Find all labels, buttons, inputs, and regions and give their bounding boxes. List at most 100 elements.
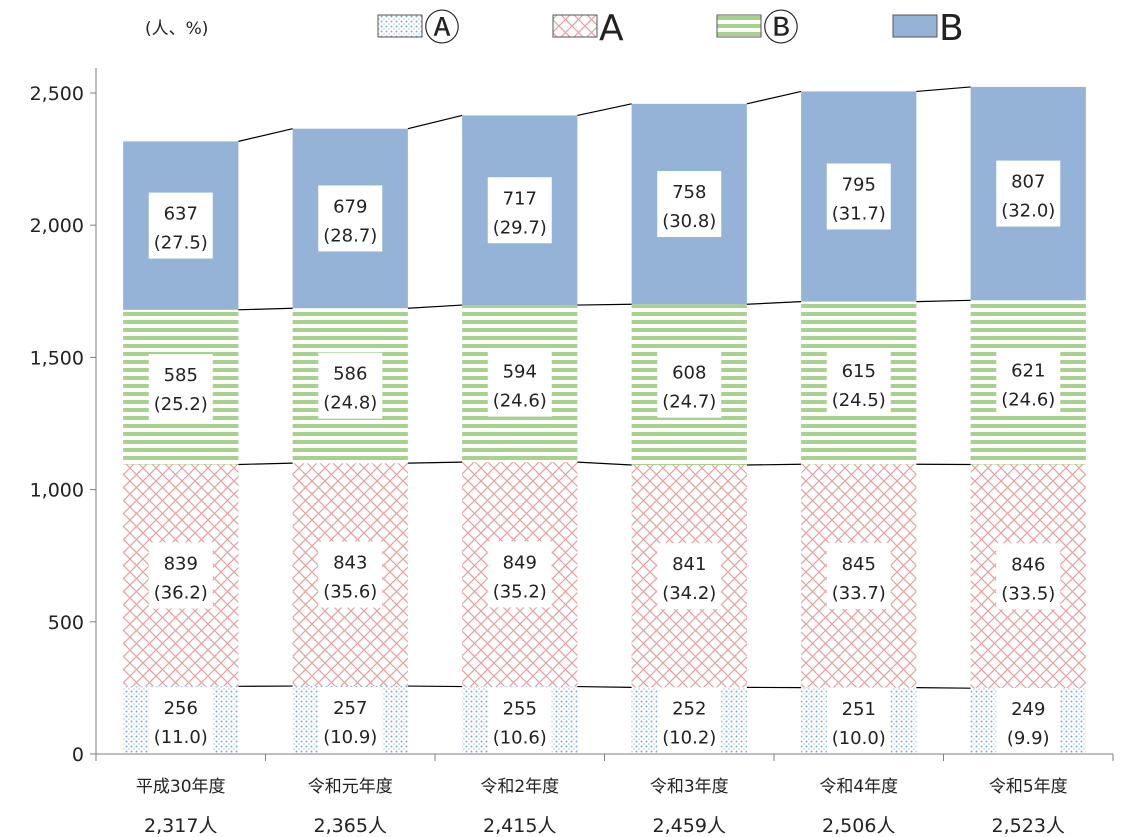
legend-swatch [892, 14, 938, 38]
data-label-box [657, 351, 722, 418]
x-category-label: 令和5年度 [989, 777, 1068, 797]
legend-label: Ⓐ [424, 8, 460, 49]
legend-swatch [552, 14, 598, 38]
data-label-box [996, 160, 1061, 227]
data-label-box [996, 543, 1061, 610]
connector-line [577, 461, 632, 466]
connector-line [577, 103, 632, 117]
data-label-share: (24.8) [323, 393, 377, 414]
legend-label: A [599, 8, 624, 49]
x-category-label: 令和元年度 [308, 777, 393, 797]
data-label-box [826, 163, 891, 230]
y-tick-label: 500 [48, 612, 84, 634]
data-label-share: (35.2) [493, 581, 547, 602]
connector-line [407, 685, 463, 688]
data-label-value: 252 [672, 699, 706, 720]
data-label-box [318, 541, 383, 608]
x-category-label: 令和3年度 [650, 777, 729, 797]
data-label-value: 608 [672, 363, 706, 384]
data-label-share: (33.5) [1001, 583, 1055, 604]
data-label-share: (27.5) [154, 233, 208, 254]
x-total-label: 2,523人 [992, 815, 1065, 837]
data-label-share: (35.6) [323, 582, 377, 603]
x-total-label: 2,459人 [653, 815, 726, 837]
data-label-share: (34.2) [662, 583, 716, 604]
legend-label: B [939, 8, 964, 49]
data-label-share: (11.0) [154, 727, 208, 748]
data-label-value: 586 [333, 364, 367, 385]
y-tick-label: 1,000 [30, 480, 84, 502]
connector-line [238, 307, 293, 311]
x-total-label: 2,317人 [144, 815, 217, 837]
data-label-box [996, 688, 1061, 755]
data-label-value: 807 [1011, 172, 1045, 193]
data-label-value: 795 [842, 175, 876, 196]
y-tick-label: 1,500 [30, 347, 84, 369]
connector-line [238, 128, 293, 142]
data-label-value: 679 [333, 196, 367, 217]
data-label-value: 846 [1011, 554, 1045, 575]
data-label-value: 256 [164, 698, 198, 719]
x-total-label: 2,415人 [483, 815, 556, 837]
data-label-box [487, 177, 552, 244]
data-label-box [487, 350, 552, 417]
data-label-box [826, 687, 891, 754]
data-label-value: 845 [842, 554, 876, 575]
data-label-value: 255 [503, 698, 537, 719]
data-label-box [657, 687, 722, 754]
data-label-share: (24.7) [662, 392, 716, 413]
data-label-share: (10.2) [662, 728, 716, 749]
data-label-box [148, 354, 213, 421]
data-label-share: (9.9) [1007, 728, 1050, 749]
data-label-box [657, 171, 722, 238]
connector-line [746, 90, 802, 105]
data-label-share: (32.0) [1001, 201, 1055, 222]
data-label-value: 839 [164, 553, 198, 574]
x-category-label: 令和4年度 [819, 777, 898, 797]
data-label-share: (24.6) [493, 391, 547, 412]
data-label-box [148, 687, 213, 754]
data-label-box [487, 687, 552, 754]
connector-line [577, 685, 632, 688]
legend-label: Ⓑ [763, 8, 799, 49]
connector-line [407, 461, 463, 464]
data-label-share: (36.2) [154, 582, 208, 603]
data-label-value: 843 [333, 553, 367, 574]
data-label-share: (25.2) [154, 394, 208, 415]
data-label-value: 637 [164, 204, 198, 225]
data-label-box [826, 349, 891, 416]
data-label-value: 585 [164, 365, 198, 386]
data-label-value: 251 [842, 699, 876, 720]
data-label-box [996, 349, 1061, 416]
connector-line [746, 463, 802, 466]
axes: 0 500 1,000 1,500 2,000 2,500 平成30年度 2,317人 令和元年… [30, 68, 1114, 837]
y-tick-label: 2,500 [30, 83, 84, 105]
connector-line [916, 86, 971, 93]
data-label-share: (30.8) [662, 211, 716, 232]
legend-swatch [377, 14, 423, 38]
data-label-value: 841 [672, 554, 706, 575]
data-label-share: (10.9) [323, 727, 377, 748]
connector-line [916, 299, 971, 303]
data-label-share: (24.6) [1001, 389, 1055, 410]
data-label-box [148, 192, 213, 259]
connector-line [746, 301, 802, 305]
data-label-box [826, 542, 891, 609]
data-label-share: (10.0) [832, 728, 886, 749]
data-label-value: 594 [503, 362, 537, 383]
data-label-value: 621 [1011, 360, 1045, 381]
data-label-share: (10.6) [493, 727, 547, 748]
connector-line [238, 462, 293, 466]
data-label-box [487, 541, 552, 608]
x-total-label: 2,365人 [314, 815, 387, 837]
data-label-value: 849 [503, 552, 537, 573]
connector-line [916, 687, 971, 689]
data-label-box [318, 687, 383, 754]
data-label-box [148, 542, 213, 609]
y-tick-label: 2,000 [30, 215, 84, 237]
data-label-value: 615 [842, 361, 876, 382]
data-label-share: (31.7) [832, 204, 886, 225]
y-tick-label: 0 [72, 744, 84, 766]
data-label-box [318, 185, 383, 252]
